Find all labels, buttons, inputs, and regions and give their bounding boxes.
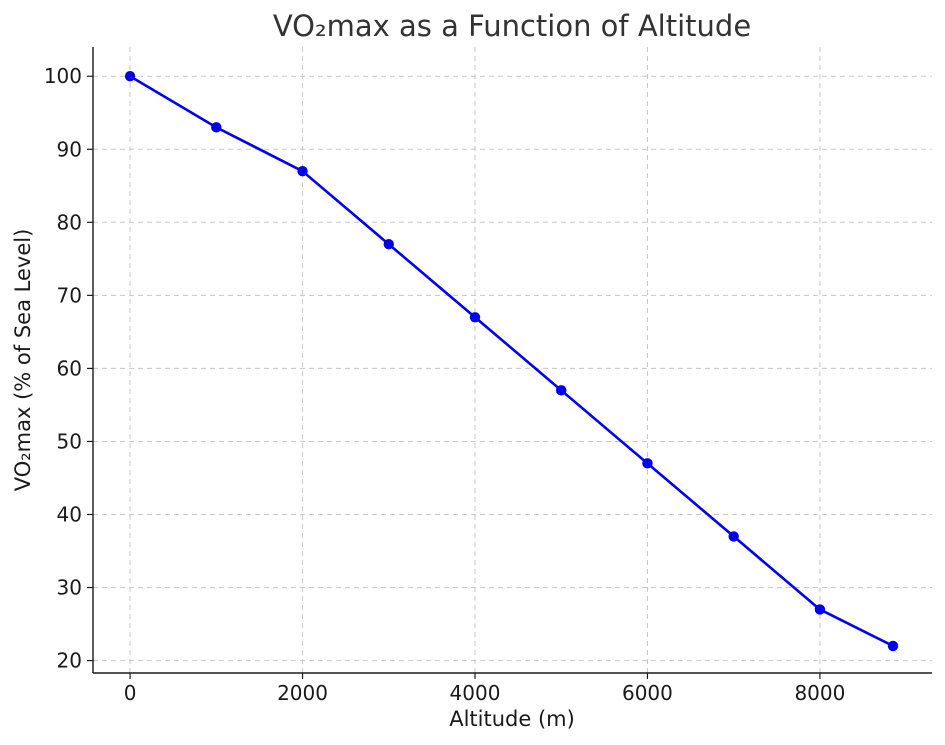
y-tick-label: 70 bbox=[57, 283, 82, 307]
y-tick-label: 50 bbox=[57, 429, 82, 453]
y-axis-label: VO₂max (% of Sea Level) bbox=[11, 229, 35, 492]
data-point bbox=[211, 122, 222, 133]
x-axis-label: Altitude (m) bbox=[449, 707, 575, 731]
data-point bbox=[728, 531, 739, 542]
y-tick-label: 40 bbox=[57, 502, 82, 526]
x-tick-label: 0 bbox=[124, 681, 137, 705]
y-tick-label: 30 bbox=[57, 576, 82, 600]
ticks: 0 2000 4000 6000 8000 20 30 40 50 60 70 80 90 100 bbox=[44, 64, 846, 705]
y-tick-label: 20 bbox=[57, 649, 82, 673]
data-point bbox=[383, 239, 394, 250]
x-tick-label: 4000 bbox=[450, 681, 501, 705]
series-line bbox=[129, 75, 894, 648]
plot-area bbox=[124, 71, 899, 652]
data-point bbox=[642, 458, 653, 469]
grid bbox=[93, 47, 932, 673]
data-point bbox=[124, 71, 136, 82]
x-tick-label: 6000 bbox=[622, 681, 673, 705]
data-point bbox=[556, 385, 567, 396]
y-tick-label: 100 bbox=[44, 64, 82, 88]
data-point bbox=[469, 312, 481, 323]
data-point bbox=[297, 165, 308, 177]
x-tick-label: 8000 bbox=[794, 681, 845, 705]
axes bbox=[92, 47, 932, 674]
y-tick-label: 90 bbox=[57, 137, 82, 161]
y-tick-label: 60 bbox=[57, 356, 82, 380]
data-point bbox=[814, 604, 826, 615]
y-tick-label: 80 bbox=[57, 210, 82, 234]
x-tick-label: 2000 bbox=[277, 681, 328, 705]
chart-title: VO₂max as a Function of Altitude bbox=[273, 9, 751, 43]
data-point bbox=[887, 640, 899, 652]
